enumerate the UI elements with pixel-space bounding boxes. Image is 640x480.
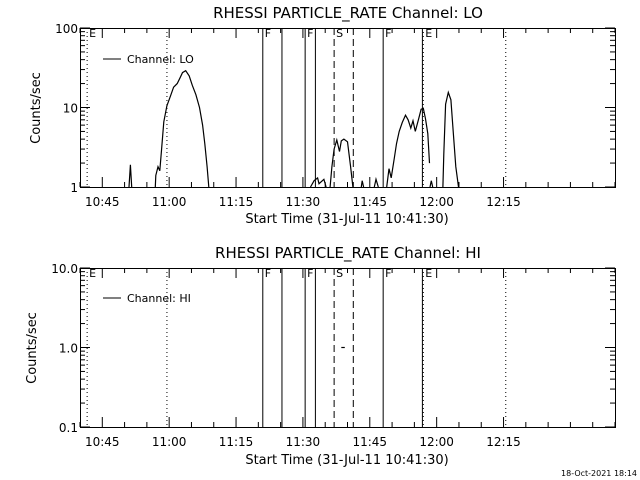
x-tick-label: 11:30 — [286, 435, 321, 449]
plot-frame — [80, 268, 616, 428]
series-line — [128, 164, 133, 188]
series-line — [386, 107, 431, 188]
lo-channel-panel: RHESSI PARTICLE_RATE Channel: LO Counts/… — [29, 4, 616, 227]
series-line — [154, 69, 210, 188]
x-tick-label: 11:30 — [286, 195, 321, 209]
legend: Channel: HI — [103, 292, 191, 305]
event-label: F — [307, 27, 313, 40]
series-line — [442, 90, 460, 188]
x-tick-label: 12:00 — [419, 195, 454, 209]
x-axis-label: Start Time (31-Jul-11 10:41:30) — [245, 453, 448, 468]
event-label: E — [425, 27, 432, 40]
y-tick-labels: 1 10 100 — [55, 22, 615, 195]
x-tick-label: 11:15 — [219, 195, 254, 209]
x-tick-label: 10:45 — [85, 435, 120, 449]
event-label: E — [89, 27, 96, 40]
x-tick-label: 12:00 — [419, 435, 454, 449]
legend-entry: Channel: HI — [127, 292, 191, 305]
y-axis-label: Counts/sec — [29, 72, 44, 144]
y-tick-label: 0.1 — [59, 421, 78, 435]
plot-frame — [80, 28, 616, 188]
y-tick-label: 100 — [55, 22, 78, 36]
series-line — [360, 180, 365, 188]
x-tick-label: 12:15 — [486, 195, 521, 209]
data-series — [128, 69, 460, 188]
x-tick-label: 10:45 — [85, 195, 120, 209]
x-tick-labels: 10:45 11:00 11:15 11:30 11:45 12:00 12:15 — [79, 28, 616, 209]
y-tick-label: 1 — [70, 181, 78, 195]
series-line — [309, 176, 327, 188]
x-tick-label: 12:15 — [486, 435, 521, 449]
series-line — [429, 180, 434, 188]
y-tick-label: 10.0 — [51, 262, 78, 276]
event-label: F — [265, 267, 271, 280]
x-tick-label: 11:45 — [352, 435, 387, 449]
event-label: S — [336, 267, 343, 280]
x-tick-label: 11:00 — [152, 195, 187, 209]
y-axis-label: Counts/sec — [25, 312, 40, 384]
y-tick-label: 1.0 — [59, 342, 78, 356]
series-line — [373, 176, 379, 188]
event-label: S — [336, 27, 343, 40]
chart-title: RHESSI PARTICLE_RATE Channel: HI — [215, 244, 481, 263]
x-axis-label: Start Time (31-Jul-11 10:41:30) — [245, 212, 448, 227]
x-tick-label: 11:00 — [152, 435, 187, 449]
x-tick-label: 11:45 — [352, 195, 387, 209]
legend-entry: Channel: LO — [127, 53, 194, 66]
x-tick-labels: 10:45 11:00 11:15 11:30 11:45 12:00 12:15 — [79, 268, 616, 449]
x-tick-label: 11:15 — [219, 435, 254, 449]
hi-channel-panel: RHESSI PARTICLE_RATE Channel: HI Counts/… — [25, 244, 616, 468]
event-label: E — [89, 267, 96, 280]
y-tick-label: 10 — [63, 102, 78, 116]
y-tick-labels: 0.1 1.0 10.0 — [51, 262, 615, 435]
event-label: F — [265, 27, 271, 40]
event-label: F — [385, 267, 391, 280]
event-label: F — [385, 27, 391, 40]
series-line — [329, 137, 354, 188]
timestamp-footer: 18-Oct-2021 18:14 — [561, 469, 637, 478]
event-label: F — [307, 267, 313, 280]
chart-title: RHESSI PARTICLE_RATE Channel: LO — [213, 4, 483, 23]
legend: Channel: LO — [103, 53, 194, 66]
event-label: E — [425, 267, 432, 280]
